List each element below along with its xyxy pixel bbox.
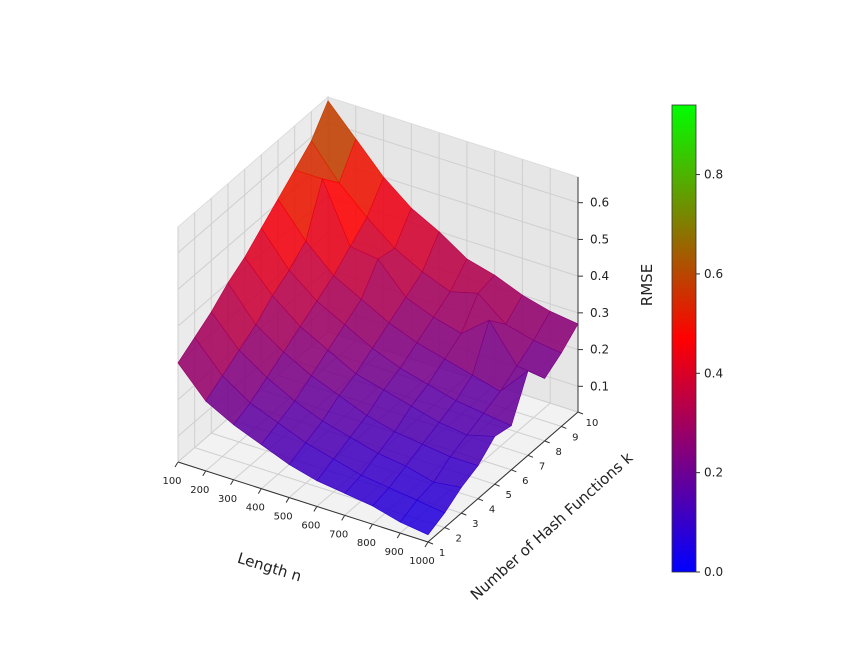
x-tick-label: 600 (301, 520, 320, 531)
tick-mark (313, 506, 318, 512)
y-tick-label: 5 (505, 490, 511, 501)
tick-mark (427, 541, 434, 545)
y-tick-label: 8 (555, 447, 561, 458)
x-tick-label: 700 (329, 529, 348, 540)
z-tick-label: 0.3 (590, 306, 609, 320)
tick-mark (444, 527, 450, 531)
z-tick-label: 0.1 (590, 379, 609, 393)
x-tick-label: 300 (218, 494, 237, 505)
axis-line (177, 461, 429, 543)
tick-mark (424, 541, 429, 548)
tick-mark (341, 515, 346, 521)
z-axis-label: RMSE (638, 264, 656, 306)
colorbar-tick-label: 0.6 (704, 267, 723, 281)
tick-mark (527, 454, 534, 458)
x-tick-label: 100 (162, 476, 181, 487)
tick-mark (544, 440, 550, 444)
x-tick-label: 400 (246, 503, 265, 514)
colorbar-tick-label: 0.2 (704, 466, 723, 480)
y-tick-label: 7 (539, 461, 545, 472)
colorbar-tick-label: 0.0 (704, 565, 723, 579)
tick-mark (257, 488, 262, 494)
tick-mark (561, 425, 567, 429)
tick-mark (202, 470, 207, 477)
z-tick-label: 0.4 (590, 269, 609, 283)
z-tick-label: 0.2 (590, 343, 609, 357)
tick-mark (285, 497, 290, 503)
x-tick-label: 1000 (409, 556, 434, 567)
z-tick-label: 0.6 (590, 196, 609, 210)
colorbar-tick-label: 0.8 (704, 168, 723, 182)
y-tick-label: 2 (455, 534, 461, 545)
tick-mark (396, 532, 401, 539)
x-tick-label: 200 (190, 485, 209, 496)
y-tick-label: 9 (572, 432, 578, 443)
y-tick-label: 10 (586, 418, 599, 429)
colorbar (671, 104, 697, 573)
tick-mark (577, 411, 584, 415)
tick-mark (369, 523, 373, 530)
tick-mark (174, 461, 179, 468)
tick-mark (461, 512, 467, 516)
x-tick-label: 800 (357, 538, 376, 549)
y-tick-label: 6 (522, 476, 528, 487)
colorbar-tick-label: 0.4 (704, 366, 723, 380)
y-tick-label: 1 (439, 548, 445, 559)
tick-mark (477, 498, 484, 502)
surface-patch (399, 499, 446, 536)
tick-mark (230, 479, 234, 486)
x-tick-label: 500 (274, 512, 293, 523)
y-tick-label: 3 (472, 519, 478, 530)
axis-line (427, 411, 579, 543)
tick-mark (511, 469, 517, 473)
z-tick-label: 0.5 (590, 232, 609, 246)
tick-mark (494, 483, 500, 487)
x-axis-label: Length n (235, 549, 303, 586)
x-tick-label: 900 (385, 547, 404, 558)
y-tick-label: 4 (489, 505, 495, 516)
